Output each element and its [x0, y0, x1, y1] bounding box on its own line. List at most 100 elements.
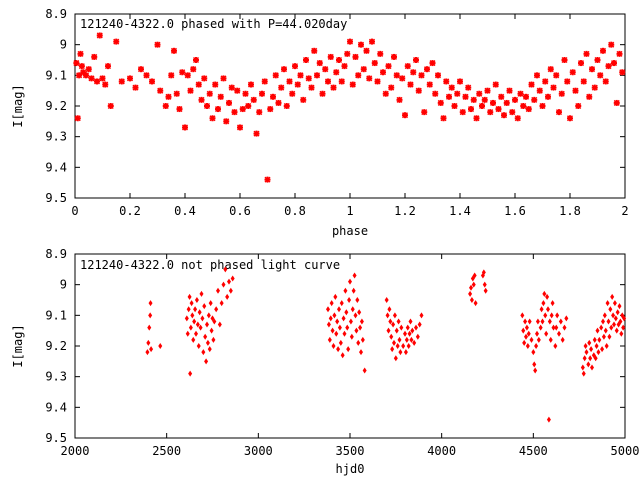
unphased-plot-data-point — [611, 312, 616, 319]
unphased-plot-data-point — [586, 361, 591, 368]
unphased-plot-data-point — [397, 336, 402, 343]
phased-plot-data-point — [338, 78, 345, 85]
point-stroke — [190, 66, 197, 73]
point-stroke — [520, 102, 527, 110]
phased-plot-data-point — [349, 81, 356, 88]
unphased-plot-data-point — [560, 336, 565, 343]
phased-plot-x-tick-label: 0.8 — [284, 204, 306, 218]
phased-plot-data-point — [319, 90, 326, 97]
phased-plot-data-point — [454, 90, 461, 97]
phased-plot-data-point — [253, 130, 260, 137]
point-stroke — [423, 66, 431, 73]
point-stroke — [99, 75, 106, 82]
phased-plot-y-tick-label: 9.2 — [45, 99, 67, 113]
phased-plot-data-point — [324, 78, 332, 85]
unphased-plot-data-point — [617, 303, 622, 310]
unphased-plot-data-point — [553, 343, 558, 349]
point-stroke — [522, 93, 530, 100]
point-stroke — [619, 69, 626, 76]
phased-plot-x-tick-label: 1.6 — [504, 204, 526, 218]
unphased-plot-data-point — [541, 300, 546, 307]
phased-plot-data-point — [250, 96, 257, 103]
phased-plot-data-point — [113, 38, 120, 45]
phased-plot-data-point — [184, 72, 191, 79]
point-stroke — [531, 96, 538, 103]
unphased-plot-data-point — [392, 339, 396, 346]
point-stroke — [261, 78, 268, 85]
unphased-plot-data-point — [554, 324, 559, 331]
unphased-plot-data-point — [327, 336, 332, 343]
point-stroke — [198, 96, 205, 103]
unphased-plot-data-point — [539, 306, 544, 313]
unphased-plot-data-point — [145, 349, 150, 356]
unphased-plot-data-point — [587, 339, 592, 346]
phased-plot-data-point — [78, 63, 85, 70]
phased-plot-data-point — [547, 66, 554, 73]
phased-plot-data-point — [421, 109, 428, 116]
phased-plot-data-point — [330, 84, 337, 91]
unphased-plot-x-axis-label: hjd0 — [336, 462, 365, 476]
phased-plot-data-point — [467, 106, 475, 113]
phased-plot-data-point — [242, 90, 249, 97]
unphased-plot-data-point — [410, 327, 415, 334]
unphased-plot-data-point — [393, 355, 398, 362]
point-stroke — [536, 87, 543, 94]
unphased-plot-data-point — [601, 318, 605, 325]
unphased-plot-data-point — [331, 343, 336, 349]
point-stroke — [437, 99, 444, 106]
point-stroke — [286, 78, 293, 85]
phased-plot-data-point — [261, 78, 268, 85]
phased-plot-data-point — [74, 115, 81, 122]
point-stroke — [432, 90, 439, 97]
phased-plot-data-point — [432, 90, 439, 97]
unphased-plot-data-point — [190, 312, 195, 319]
unphased-plot-data-point — [205, 339, 210, 346]
point-stroke — [168, 72, 175, 79]
point-stroke — [412, 56, 420, 64]
point-stroke — [555, 109, 563, 116]
unphased-plot-data-point — [217, 321, 222, 328]
unphased-plot-y-axis-label: I[mag] — [11, 324, 25, 367]
phased-plot-data-point — [522, 93, 530, 100]
point-stroke — [102, 81, 109, 88]
point-stroke — [429, 60, 436, 67]
point-stroke — [322, 66, 329, 73]
point-stroke — [206, 90, 213, 97]
phased-plot-data-point — [478, 102, 486, 110]
unphased-plot-data-point — [597, 336, 602, 343]
unphased-plot-data-point — [198, 324, 203, 331]
phased-plot-data-point — [267, 106, 274, 113]
point-stroke — [228, 84, 235, 91]
phased-plot-data-point — [203, 102, 211, 110]
unphased-plot-data-point — [199, 290, 204, 297]
point-stroke — [542, 78, 549, 85]
point-stroke — [80, 69, 87, 76]
phased-plot-x-tick-label: 0.6 — [229, 204, 251, 218]
unphased-plot-data-point — [532, 361, 537, 368]
point-stroke — [214, 106, 222, 113]
point-stroke — [566, 115, 574, 122]
phased-plot-x-tick-label: 0 — [71, 204, 78, 218]
unphased-plot-data-point — [392, 312, 397, 319]
phased-plot-x-axis-label: phase — [332, 224, 368, 238]
point-stroke — [269, 93, 277, 100]
unphased-plot-data-point — [147, 324, 152, 331]
unphased-plot-data-point — [529, 336, 534, 343]
point-stroke — [88, 75, 95, 82]
point-stroke — [410, 69, 417, 76]
point-stroke — [484, 87, 491, 94]
unphased-plot-data-point — [359, 318, 364, 325]
point-stroke — [77, 50, 84, 57]
point-stroke — [558, 90, 565, 97]
unphased-plot-data-point — [196, 343, 201, 349]
unphased-plot-y-tick-label: 9.3 — [45, 370, 67, 384]
point-stroke — [338, 78, 345, 85]
unphased-plot-data-point — [347, 297, 352, 303]
unphased-plot-data-point — [581, 370, 586, 377]
point-stroke — [192, 56, 200, 64]
unphased-plot-data-point — [534, 343, 539, 349]
unphased-plot-data-point — [212, 318, 217, 325]
unphased-plot-data-point — [472, 272, 477, 279]
phased-plot-y-tick-label: 9.5 — [45, 191, 67, 205]
point-stroke — [440, 115, 447, 122]
